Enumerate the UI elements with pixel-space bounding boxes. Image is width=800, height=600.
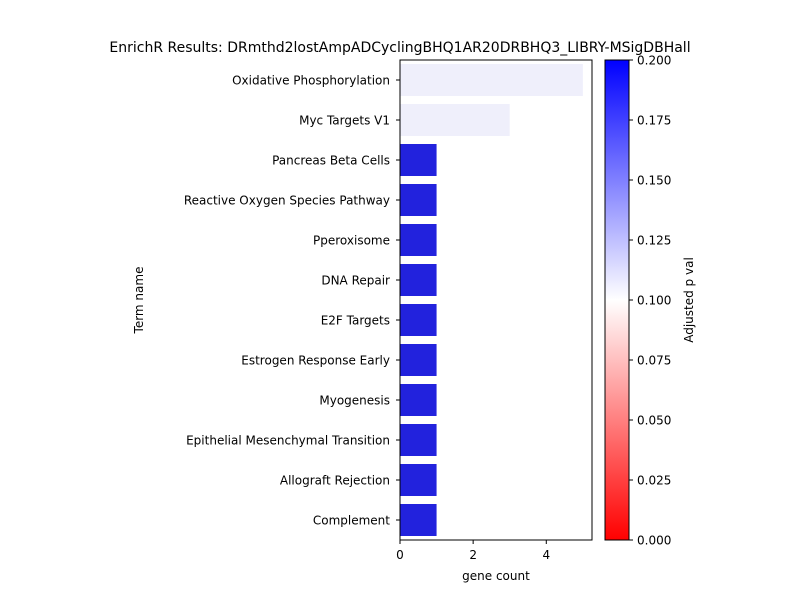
bar — [400, 464, 437, 496]
bar — [400, 104, 510, 136]
y-tick-label: Pperoxisome — [313, 234, 390, 248]
y-tick-label: Myc Targets V1 — [299, 114, 390, 128]
y-tick-label: E2F Targets — [321, 314, 390, 328]
colorbar-ticks: 0.000 0.025 0.050 0.075 0.100 0.125 0.150 0.175… — [629, 54, 671, 548]
y-tick-label: Oxidative Phosphorylation — [232, 74, 390, 88]
bar — [400, 64, 583, 96]
colorbar-tick-label: 0.100 — [637, 294, 671, 308]
bar — [400, 224, 437, 256]
colorbar-tick-label: 0.000 — [637, 534, 671, 548]
bars-group — [400, 64, 583, 536]
y-tick-label: Myogenesis — [319, 394, 390, 408]
y-tick-label: Estrogen Response Early — [241, 354, 390, 368]
y-tick-label: Reactive Oxygen Species Pathway — [184, 194, 390, 208]
bar — [400, 264, 437, 296]
colorbar-tick-label: 0.125 — [637, 234, 671, 248]
x-tick-label: 4 — [542, 548, 550, 562]
y-tick-label: Complement — [313, 514, 390, 528]
colorbar — [604, 59, 630, 541]
bar — [400, 304, 437, 336]
x-ticks: 0 2 4 — [396, 540, 550, 562]
bar — [400, 144, 437, 176]
colorbar-tick-label: 0.175 — [637, 114, 671, 128]
bar — [400, 504, 437, 536]
colorbar-tick-label: 0.150 — [637, 174, 671, 188]
x-tick-label: 2 — [469, 548, 477, 562]
colorbar-label: Adjusted p val — [682, 257, 696, 343]
y-tick-label: Pancreas Beta Cells — [272, 154, 390, 168]
plot-frame — [399, 59, 593, 541]
colorbar-tick-label: 0.025 — [637, 474, 671, 488]
colorbar-tick-label: 0.050 — [637, 414, 671, 428]
bar — [400, 344, 437, 376]
bar — [400, 424, 437, 456]
x-tick-label: 0 — [396, 548, 404, 562]
bar — [400, 384, 437, 416]
colorbar-tick-label: 0.075 — [637, 354, 671, 368]
y-axis-label: Term name — [132, 267, 146, 335]
y-tick-label: Allograft Rejection — [280, 474, 390, 488]
bar — [400, 184, 437, 216]
y-tick-labels: Oxidative Phosphorylation Myc Targets V1 P… — [184, 74, 400, 528]
chart-title: EnrichR Results: DRmthd2lostAmpADCycling… — [109, 40, 690, 56]
colorbar-tick-label: 0.200 — [637, 54, 671, 68]
x-axis-label: gene count — [462, 569, 530, 583]
y-tick-label: DNA Repair — [321, 274, 390, 288]
y-tick-label: Epithelial Mesenchymal Transition — [186, 434, 390, 448]
